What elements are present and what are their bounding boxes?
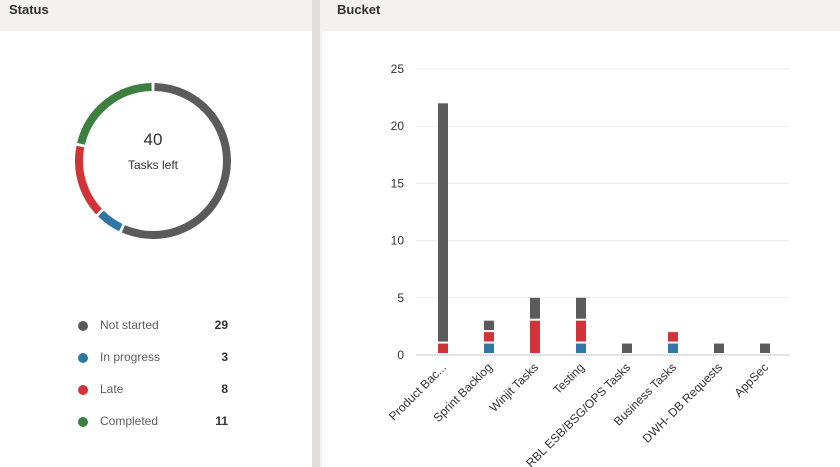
bucket-panel: Bucket 0 5 10 15 20 25 Product Bac... Sprint Ba… bbox=[322, 0, 840, 467]
status-panel-header: Status bbox=[0, 0, 312, 31]
y-tick-label: 25 bbox=[391, 62, 405, 76]
legend-label: Late bbox=[100, 382, 124, 396]
y-tick-label: 20 bbox=[391, 119, 405, 133]
bar-segment[interactable] bbox=[668, 343, 678, 353]
bar-segment[interactable] bbox=[530, 297, 540, 319]
donut-segment-not-started[interactable] bbox=[121, 83, 231, 239]
y-tick-label: 0 bbox=[397, 348, 404, 362]
legend-item-late: Late 8 bbox=[78, 380, 238, 400]
legend-dot bbox=[78, 385, 88, 395]
legend-count: 29 bbox=[214, 318, 228, 332]
legend-item-completed: Completed 11 bbox=[78, 412, 238, 432]
x-category-label: AppSec bbox=[732, 360, 772, 400]
bar-segment[interactable] bbox=[576, 297, 586, 319]
x-category-label: Winjit Tasks bbox=[487, 360, 542, 415]
bar-segment[interactable] bbox=[484, 320, 494, 331]
bar-segment[interactable] bbox=[530, 320, 540, 353]
bar-segment[interactable] bbox=[484, 332, 494, 342]
donut-segment-in-progress[interactable] bbox=[98, 210, 123, 232]
donut-segment-late[interactable] bbox=[75, 145, 102, 215]
bar-segment[interactable] bbox=[438, 103, 448, 342]
bar-segment[interactable] bbox=[668, 332, 678, 342]
tasks-left-label: Tasks left bbox=[127, 158, 178, 172]
legend-label: In progress bbox=[100, 350, 161, 364]
legend-label: Not started bbox=[100, 318, 159, 332]
legend-dot bbox=[78, 321, 88, 331]
x-category-label: DWH- DB Requests bbox=[640, 360, 725, 445]
status-panel: Status 40 Tasks left Not started 29 In p… bbox=[0, 0, 312, 467]
x-category-label: Testing bbox=[550, 360, 587, 397]
y-tick-label: 10 bbox=[391, 234, 405, 248]
status-title: Status bbox=[9, 2, 49, 17]
legend-count: 8 bbox=[221, 382, 228, 396]
legend-label: Completed bbox=[100, 414, 159, 428]
bar-segment[interactable] bbox=[714, 343, 724, 353]
panel-divider[interactable] bbox=[312, 0, 322, 467]
y-tick-label: 5 bbox=[397, 291, 404, 305]
legend-dot bbox=[78, 417, 88, 427]
legend-dot bbox=[78, 353, 88, 363]
bar-segment[interactable] bbox=[622, 343, 632, 353]
y-tick-label: 15 bbox=[391, 176, 405, 190]
bar-segment[interactable] bbox=[760, 343, 770, 353]
bar-segment[interactable] bbox=[438, 343, 448, 353]
bucket-panel-header: Bucket bbox=[322, 0, 840, 31]
bar-segment[interactable] bbox=[484, 343, 494, 353]
legend-item-in-progress: In progress 3 bbox=[78, 348, 238, 368]
bucket-title: Bucket bbox=[337, 2, 381, 17]
status-donut-chart bbox=[75, 83, 231, 239]
bar-segment[interactable] bbox=[576, 320, 586, 342]
legend-count: 11 bbox=[215, 414, 228, 428]
legend-item-not-started: Not started 29 bbox=[78, 316, 238, 336]
donut-segment-completed[interactable] bbox=[77, 83, 152, 145]
bar-segment[interactable] bbox=[576, 343, 586, 353]
legend-count: 3 bbox=[221, 350, 228, 364]
tasks-left-count: 40 bbox=[143, 130, 163, 149]
